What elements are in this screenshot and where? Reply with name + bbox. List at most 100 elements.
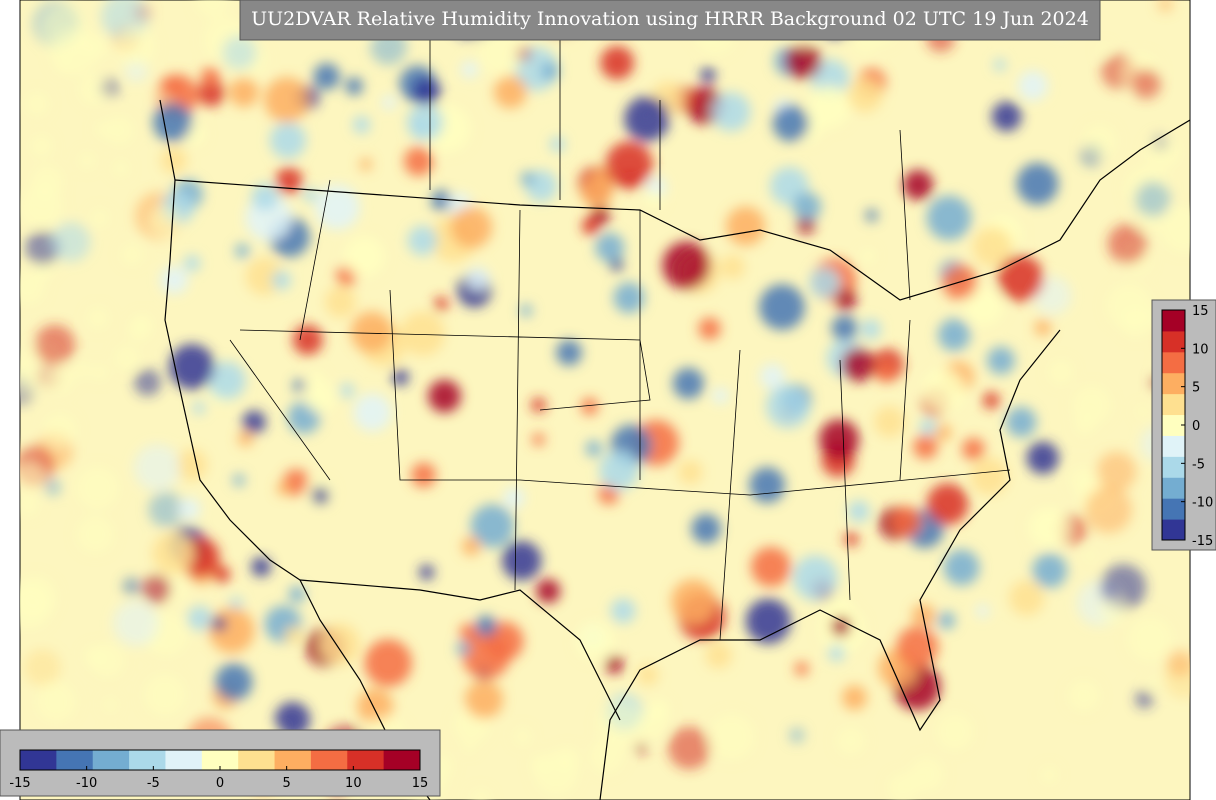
field-blob	[501, 540, 542, 581]
field-blob	[705, 641, 732, 669]
field-blob	[789, 727, 805, 743]
field-blob	[293, 379, 306, 392]
field-blob	[303, 188, 318, 202]
field-blob	[78, 74, 109, 105]
field-blob	[50, 29, 97, 76]
field-blob	[982, 392, 1000, 409]
colorbar-segment	[1162, 456, 1185, 478]
field-blob	[208, 607, 255, 654]
field-blob	[637, 664, 659, 686]
field-blob	[1084, 549, 1098, 563]
field-blob	[25, 230, 60, 265]
field-blob	[792, 192, 822, 221]
field-blob	[597, 700, 645, 748]
field-blob	[169, 344, 215, 390]
field-blob	[751, 546, 791, 587]
field-blob	[242, 410, 266, 434]
field-blob	[874, 406, 906, 438]
field-blob	[192, 401, 206, 415]
field-blob	[160, 266, 189, 294]
tick-label: -5	[147, 776, 160, 791]
field-blob	[152, 532, 195, 575]
field-blob	[381, 95, 396, 110]
field-blob	[1034, 319, 1052, 336]
field-blob	[987, 346, 1015, 375]
field-blob	[43, 413, 78, 448]
field-blob	[861, 249, 875, 263]
field-blob	[772, 105, 810, 142]
colorbar-segment	[20, 750, 57, 770]
field-blob	[749, 467, 786, 503]
colorbar-segment	[1162, 393, 1185, 416]
field-blob	[962, 437, 985, 461]
field-blob	[555, 746, 580, 771]
colorbar-segment	[383, 750, 421, 770]
field-blob	[461, 61, 479, 79]
field-blob	[1032, 553, 1068, 588]
colorbar-segment	[1162, 372, 1185, 395]
field-blob	[589, 738, 625, 774]
field-blob	[1072, 385, 1112, 425]
field-blob	[890, 505, 922, 537]
field-blob	[20, 495, 39, 517]
colorbar-segment	[56, 750, 94, 770]
tick-label: 5	[1192, 381, 1200, 396]
field-blob	[809, 267, 841, 299]
colorbar-segment	[1162, 498, 1185, 520]
field-blob	[556, 339, 582, 366]
field-blob	[364, 639, 412, 687]
tick-label: 15	[1192, 304, 1209, 319]
field-blob	[404, 146, 434, 177]
field-blob	[324, 286, 357, 318]
field-blob	[160, 147, 188, 174]
field-blob	[875, 361, 897, 383]
field-blob	[536, 579, 561, 604]
field-blob	[887, 772, 918, 800]
field-blob	[648, 699, 670, 721]
field-blob	[1107, 223, 1148, 264]
field-blob	[919, 418, 937, 436]
field-blob	[1048, 359, 1074, 385]
field-blob	[520, 171, 536, 186]
field-blob	[1096, 451, 1137, 492]
field-blob	[1148, 677, 1161, 690]
field-blob	[464, 680, 504, 719]
field-blob	[20, 185, 63, 229]
field-blob	[1166, 649, 1190, 677]
field-blob	[392, 369, 409, 386]
field-blob	[284, 626, 303, 644]
field-blob	[585, 440, 602, 457]
field-blob	[23, 649, 61, 687]
colorbar-segment	[238, 750, 276, 770]
field-blob	[90, 208, 110, 228]
field-blob	[759, 284, 805, 330]
field-blob	[936, 712, 975, 751]
field-blob	[251, 556, 271, 577]
field-blob	[29, 134, 53, 158]
field-blob	[20, 462, 46, 497]
tick-label: 10	[345, 776, 362, 791]
field-blob	[141, 574, 172, 604]
field-blob	[1097, 43, 1111, 57]
colorbar-segment	[1162, 519, 1185, 541]
field-blob	[113, 600, 159, 646]
field-blob	[531, 397, 546, 413]
field-blob	[1032, 276, 1072, 315]
field-blob	[431, 190, 452, 211]
field-blob	[1017, 70, 1048, 101]
field-blob	[841, 348, 875, 382]
field-blob	[134, 368, 162, 396]
field-blob	[541, 62, 560, 81]
field-blob	[175, 449, 208, 481]
field-blob	[288, 586, 306, 603]
field-blob	[470, 504, 515, 548]
field-blob	[207, 361, 246, 400]
field-blob	[470, 788, 491, 800]
field-blob	[184, 255, 201, 272]
field-blob	[865, 209, 878, 222]
field-blob	[200, 67, 221, 87]
field-blob	[72, 361, 91, 380]
field-blob	[114, 345, 140, 371]
field-blob	[91, 363, 109, 382]
field-blob	[271, 270, 291, 290]
